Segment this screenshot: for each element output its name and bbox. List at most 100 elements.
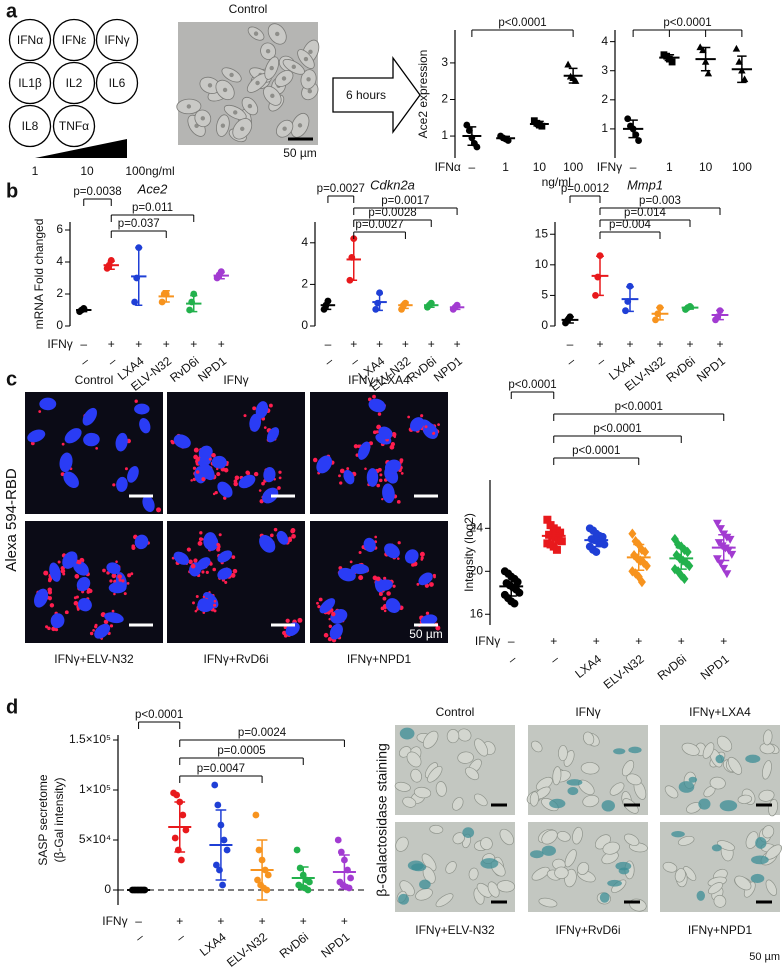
cell [664,785,679,799]
bgal-stain [411,863,427,872]
rbd-signal [95,447,98,450]
error-bar [675,546,687,570]
rbd-signal [89,631,94,636]
cell-nucleus [306,77,311,82]
p-value: p<0.0001 [135,709,183,721]
rbd-signal [103,619,109,625]
nucleus [83,432,100,447]
cell [577,862,590,875]
nucleus [410,417,425,432]
y-tick-label: 4 [301,235,308,249]
nucleus [357,441,371,460]
rbd-signal [317,605,321,609]
rbd-signal [115,560,118,563]
nucleus [142,495,155,513]
data-point [263,886,271,894]
data-point [515,588,524,597]
rbd-signal [195,456,200,462]
p-value: p=0.0024 [238,727,287,739]
rbd-signal [277,486,281,490]
y-tick-label: 6 [56,222,63,236]
nucleus [64,428,82,444]
rbd-signal [64,610,69,615]
significance-bracket [553,413,725,421]
rbd-signal [198,537,203,542]
y-axis-label: Ace2 expression [416,50,430,139]
data-point [592,292,599,299]
cell [395,836,409,852]
nucleus [134,534,149,550]
rbd-signal [338,474,341,478]
x-tick-label-2: NPD1 [694,354,728,385]
x-tick-label-2: LXA4 [572,652,604,681]
data-point [704,69,713,77]
rbd-signal [416,582,420,586]
y-tick-label: 4 [601,34,608,48]
data-point [510,599,519,608]
error-bar [174,801,186,853]
p-value: p=0.0012 [561,183,609,195]
bgal-stain [419,879,431,890]
nucleus [27,429,46,443]
data-point [465,127,473,134]
data-point [628,528,637,539]
scale-bar-label: 50 µm [283,146,317,160]
cytokine-circle [52,61,96,105]
cell [541,829,558,845]
cell [474,793,488,807]
data-point [304,886,312,894]
dose-label: 100ng/ml [125,164,174,178]
bgal-stain [607,879,622,887]
y-tick-label: 2 [601,92,608,106]
rbd-signal [381,497,384,501]
nucleus [266,427,280,443]
nucleus [350,563,369,575]
data-point [255,846,263,854]
x-tick-label: + [218,337,225,351]
rbd-signal [364,467,367,470]
rbd-signal [201,570,205,574]
y-tick-label: 5 [541,288,548,302]
rbd-signal [424,425,428,429]
significance-bracket [138,721,181,729]
cell [727,756,743,775]
data-point [337,848,345,856]
nucleus [238,474,256,489]
x-tick-label-2: – [105,354,119,369]
rbd-signal [195,470,200,474]
y-tick-label: 3 [441,55,448,69]
x-tick-label-2: NPD1 [698,652,732,683]
cell-nucleus [255,80,260,86]
cell-nucleus [229,72,234,78]
cell [413,786,432,799]
p-value: p=0.037 [118,218,160,230]
rbd-signal [92,628,95,632]
p-value: p<0.0001 [498,17,546,29]
x-tick-label: 10 [533,160,547,174]
y-tick-label: 1 [441,128,448,142]
rbd-signal [213,603,217,607]
data-point [631,536,640,547]
cell-nucleus [207,83,213,88]
p-value: p=0.0028 [368,207,416,219]
error-bar [596,255,604,297]
significance-bracket [569,195,601,203]
data-point [211,781,219,789]
x-tick-label-2: – [564,354,578,369]
data-point [637,576,646,588]
rbd-signal [216,472,221,477]
bgal-stain [480,858,499,869]
cell-nucleus [281,76,287,81]
data-point [182,826,190,834]
cytokine-circle [95,18,139,62]
x-axis-label: IFNα [435,160,461,174]
y-tick-label: 4 [56,254,63,268]
cell [457,751,474,764]
rbd-signal [288,538,293,542]
data-point [347,874,354,882]
cell [623,833,640,846]
rbd-signal [224,580,228,584]
cell-nucleus [303,56,309,62]
rbd-signal [400,471,404,475]
rbd-signal [331,611,336,617]
